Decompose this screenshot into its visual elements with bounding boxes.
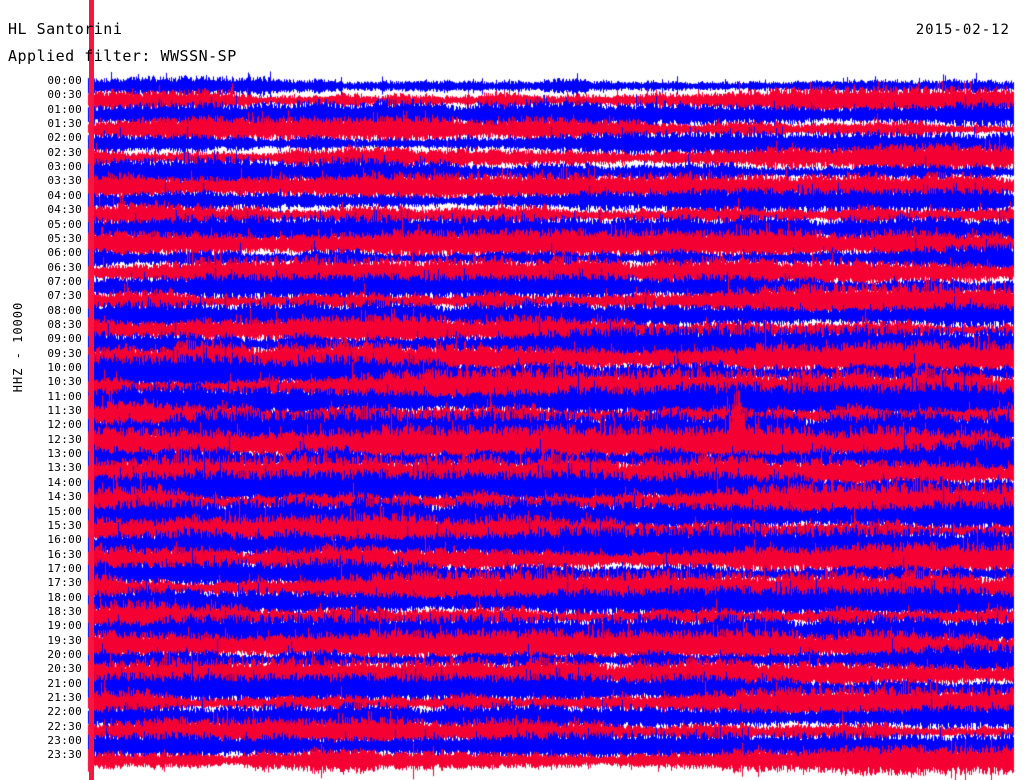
time-tick-label: 12:00 [47,418,82,432]
time-tick-label: 08:00 [47,303,82,317]
time-tick-label: 06:30 [47,260,82,274]
time-tick-label: 14:00 [47,475,82,489]
time-tick-label: 06:00 [47,246,82,260]
time-tick-label: 20:00 [47,648,82,661]
time-tick-label: 00:00 [47,74,82,87]
time-tick-label: 09:00 [47,332,82,346]
time-tick-label: 12:30 [47,432,82,446]
time-tick-label: 11:30 [47,404,82,418]
time-tick-label: 19:30 [47,633,82,647]
time-tick-label: 18:00 [47,590,82,604]
time-tick-label: 07:00 [47,274,82,288]
time-tick-label: 08:30 [47,317,82,331]
time-tick-label: 21:30 [47,691,82,705]
time-tick-label: 11:00 [47,389,82,403]
time-tick-label: 04:30 [47,203,82,217]
time-tick-label: 14:30 [47,490,82,504]
time-tick-label: 17:00 [47,561,82,575]
time-tick-label: 04:00 [47,188,82,202]
time-tick-label: 16:30 [47,547,82,561]
time-tick-label: 22:30 [47,719,82,733]
time-tick-label: 21:00 [47,676,82,690]
time-axis: 00:00 00:30 01:00 01:30 02:00 02:30 03:00 03:30… [0,0,88,780]
time-tick-label: 10:00 [47,361,82,374]
time-tick-label: 00:30 [47,88,82,102]
time-tick-label: 13:30 [47,461,82,475]
time-tick-label: 03:00 [47,160,82,174]
time-tick-label: 15:00 [47,504,82,518]
time-tick-label: 05:30 [47,231,82,245]
time-tick-label: 17:30 [47,576,82,590]
time-tick-label: 09:30 [47,346,82,360]
time-tick-label: 05:00 [47,217,82,231]
time-tick-label: 13:00 [47,447,82,461]
time-tick-label: 18:30 [47,604,82,618]
time-tick-label: 10:30 [47,375,82,389]
record-date: 2015-02-12 [915,22,1010,38]
time-tick-label: 07:30 [47,289,82,303]
time-tick-label: 23:00 [47,734,82,748]
time-tick-label: 16:00 [47,533,82,547]
time-tick-label: 19:00 [47,619,82,633]
time-tick-label: 23:30 [47,748,82,762]
timing-marker [89,0,94,780]
time-tick-label: 01:00 [47,102,82,116]
time-tick-label: 01:30 [47,117,82,131]
time-tick-label: 03:30 [47,174,82,188]
time-tick-label: 22:00 [47,705,82,719]
time-tick-label: 15:30 [47,518,82,532]
time-tick-label: 02:00 [47,131,82,145]
time-tick-label: 20:30 [47,662,82,676]
time-tick-label: 02:30 [47,145,82,159]
